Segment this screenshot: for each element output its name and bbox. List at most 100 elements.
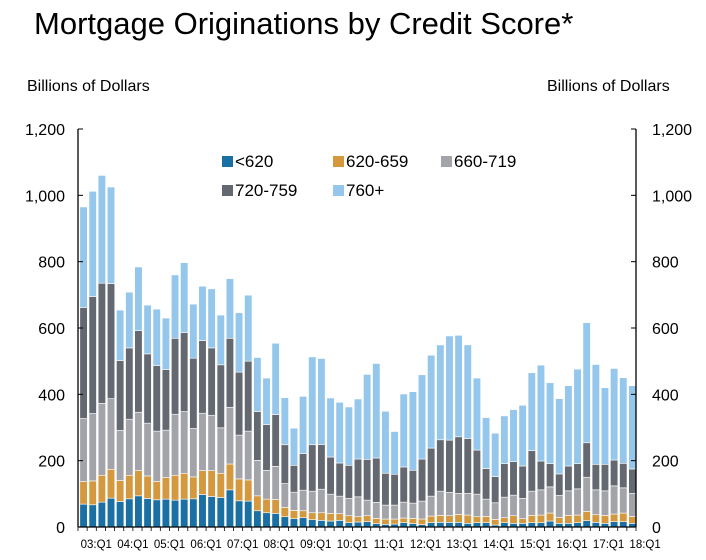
y-tick-label-right: 1,200 [652, 122, 692, 139]
bar-segment-2 [399, 501, 408, 519]
bar-segment-0 [619, 521, 628, 528]
bar-segment-2 [308, 490, 317, 514]
bar-segment-0 [198, 494, 207, 528]
bar-segment-4 [482, 417, 491, 469]
bar-segment-2 [536, 489, 546, 516]
bar-segment-3 [600, 464, 610, 492]
bar-segment-2 [134, 411, 143, 471]
bar-segment-3 [116, 360, 125, 431]
bar-segment-4 [79, 206, 88, 308]
bar-segment-3 [79, 307, 88, 419]
bar-segment-2 [600, 490, 610, 516]
bar-segment-0 [445, 522, 454, 528]
bar-segment-1 [518, 518, 527, 524]
bar-segment-1 [189, 476, 198, 500]
bar-segment-2 [116, 430, 125, 481]
y-axis-label-right: Billions of Dollars [547, 78, 670, 95]
bar-segment-1 [509, 515, 518, 524]
bar-segment-2 [445, 492, 454, 517]
bar-segment-0 [326, 520, 335, 528]
bar-segment-0 [180, 498, 189, 528]
bar-segment-1 [600, 515, 610, 524]
bar-segment-3 [152, 365, 161, 432]
bar-segment-0 [582, 520, 591, 528]
bar-segment-0 [225, 489, 234, 528]
bar-segment-4 [436, 344, 445, 441]
bar-segment-3 [326, 456, 335, 495]
bar-segment-3 [436, 439, 445, 492]
bar-segment-0 [299, 517, 308, 528]
x-tick-label: 17:Q1 [593, 539, 624, 551]
bar-segment-0 [134, 495, 143, 528]
bar-segment-3 [262, 424, 271, 471]
bar-segment-2 [509, 494, 518, 517]
bar-segment-3 [271, 414, 280, 467]
bar-segment-2 [235, 434, 244, 480]
x-tick-label: 09:Q1 [300, 539, 331, 551]
bar-segment-1 [225, 463, 234, 491]
bar-segment-4 [289, 427, 299, 466]
bar-segment-4 [134, 266, 143, 331]
bar-segment-2 [582, 476, 591, 512]
bar-segment-2 [610, 485, 619, 515]
bar-segment-3 [445, 439, 454, 493]
bar-segment-3 [335, 462, 344, 497]
bar-segment-1 [235, 478, 244, 502]
bar-segment-2 [152, 430, 161, 482]
bar-segment-3 [427, 447, 436, 497]
bar-segment-4 [97, 175, 106, 284]
x-tick-label: 15:Q1 [520, 539, 551, 551]
y-tick-label-left: 400 [38, 387, 65, 404]
bar-segment-3 [180, 332, 189, 412]
bar-segment-4 [235, 312, 244, 373]
y-tick-label-right: 1,000 [652, 188, 692, 205]
bar-segment-4 [427, 354, 436, 449]
bar-segment-4 [317, 358, 326, 445]
bar-segment-3 [198, 340, 207, 414]
legend-swatch [333, 185, 344, 196]
bar-segment-4 [335, 401, 344, 464]
bar-segment-1 [555, 517, 564, 524]
bar-segment-0 [610, 521, 619, 528]
bar-segment-2 [436, 490, 445, 516]
bar-segment-4 [619, 377, 628, 464]
bar-segment-1 [500, 517, 509, 523]
bar-segment-3 [500, 463, 509, 498]
bar-segment-2 [463, 493, 472, 516]
bar-segment-3 [143, 353, 152, 424]
bar-segment-2 [417, 500, 427, 520]
bar-segment-0 [235, 500, 244, 528]
x-tick-label: 04:Q1 [117, 539, 148, 551]
bar-segment-0 [317, 520, 326, 528]
bar-segment-4 [555, 398, 564, 475]
bar-segment-0 [262, 512, 271, 528]
bar-segment-2 [271, 466, 280, 500]
bar-segment-3 [308, 444, 317, 492]
bar-segment-4 [344, 406, 353, 466]
bar-segment-3 [408, 469, 417, 504]
bar-segment-4 [280, 397, 289, 446]
bar-segment-2 [253, 460, 262, 497]
legend-label: 620-659 [346, 152, 408, 171]
bar-segment-2 [317, 488, 326, 514]
bar-segment-1 [610, 513, 619, 523]
bar-segment-0 [436, 522, 445, 528]
bar-segment-4 [363, 374, 372, 460]
bar-segment-3 [527, 450, 536, 492]
bar-segment-3 [491, 476, 500, 504]
bar-segment-0 [289, 518, 299, 528]
bar-segment-3 [536, 460, 546, 491]
bar-segment-2 [573, 488, 582, 516]
bar-segment-3 [280, 444, 289, 484]
bar-segment-3 [253, 411, 262, 461]
bar-segment-4 [408, 391, 417, 471]
bar-segment-3 [171, 337, 180, 415]
bar-segment-0 [335, 520, 344, 528]
y-tick-label-left: 600 [38, 321, 65, 338]
bar-segment-3 [244, 360, 253, 432]
bar-segment-1 [582, 511, 591, 522]
bar-segment-4 [244, 294, 253, 362]
bar-segment-4 [216, 314, 225, 366]
bar-segment-0 [88, 504, 97, 528]
